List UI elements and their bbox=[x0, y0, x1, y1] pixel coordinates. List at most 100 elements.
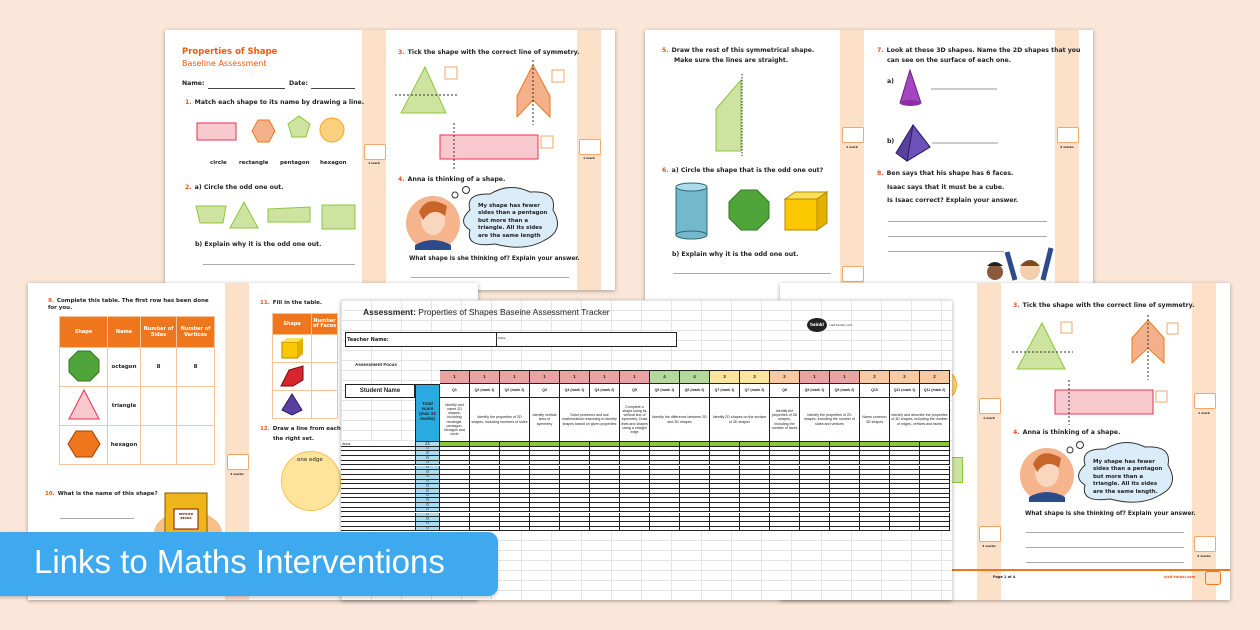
score-cell[interactable] bbox=[650, 498, 680, 504]
score-cell[interactable] bbox=[860, 460, 890, 466]
score-cell[interactable] bbox=[620, 517, 650, 522]
score-cell[interactable] bbox=[530, 512, 560, 518]
score-cell[interactable] bbox=[770, 451, 800, 457]
score-cell[interactable] bbox=[650, 512, 680, 518]
score-cell[interactable] bbox=[440, 479, 470, 485]
score-cell[interactable] bbox=[590, 474, 620, 480]
score-cell[interactable] bbox=[620, 484, 650, 489]
score-cell[interactable] bbox=[920, 489, 950, 494]
score-cell[interactable] bbox=[800, 512, 830, 518]
score-cell[interactable] bbox=[590, 489, 620, 494]
score-cell[interactable] bbox=[470, 526, 500, 532]
score-cell[interactable] bbox=[590, 517, 620, 522]
cell[interactable] bbox=[176, 386, 215, 426]
score-cell[interactable] bbox=[530, 460, 560, 466]
mark-box[interactable] bbox=[1194, 536, 1216, 552]
mark-box[interactable] bbox=[1057, 127, 1079, 143]
score-cell[interactable] bbox=[830, 451, 860, 457]
student-name-cell[interactable] bbox=[341, 456, 415, 461]
score-cell[interactable] bbox=[770, 456, 800, 461]
score-cell[interactable] bbox=[440, 489, 470, 494]
score-cell[interactable] bbox=[800, 493, 830, 499]
score-cell[interactable] bbox=[770, 517, 800, 522]
score-cell[interactable] bbox=[920, 507, 950, 513]
score-cell[interactable] bbox=[710, 489, 740, 494]
score-cell[interactable] bbox=[680, 507, 710, 513]
score-cell[interactable] bbox=[680, 484, 710, 489]
score-cell[interactable] bbox=[620, 465, 650, 471]
score-cell[interactable] bbox=[830, 493, 860, 499]
score-cell[interactable] bbox=[710, 470, 740, 475]
score-cell[interactable] bbox=[920, 503, 950, 508]
score-cell[interactable] bbox=[530, 474, 560, 480]
score-cell[interactable] bbox=[500, 517, 530, 522]
student-name-cell[interactable] bbox=[341, 512, 415, 518]
score-cell[interactable] bbox=[530, 484, 560, 489]
score-cell[interactable] bbox=[860, 465, 890, 471]
student-name-cell[interactable] bbox=[341, 474, 415, 480]
date-field[interactable]: Date: bbox=[497, 332, 677, 347]
score-cell[interactable] bbox=[530, 479, 560, 485]
score-cell[interactable] bbox=[740, 489, 770, 494]
score-cell[interactable] bbox=[710, 503, 740, 508]
score-cell[interactable] bbox=[440, 474, 470, 480]
score-cell[interactable] bbox=[620, 493, 650, 499]
score-cell[interactable] bbox=[680, 446, 710, 452]
score-cell[interactable] bbox=[470, 465, 500, 471]
score-cell[interactable] bbox=[530, 456, 560, 461]
score-cell[interactable] bbox=[890, 460, 920, 466]
score-cell[interactable] bbox=[680, 451, 710, 457]
score-cell[interactable] bbox=[530, 521, 560, 527]
score-cell[interactable] bbox=[740, 446, 770, 452]
score-cell[interactable] bbox=[800, 460, 830, 466]
score-cell[interactable] bbox=[890, 498, 920, 504]
answer-line[interactable] bbox=[1026, 562, 1184, 563]
score-cell[interactable] bbox=[710, 517, 740, 522]
score-cell[interactable] bbox=[920, 479, 950, 485]
score-cell[interactable] bbox=[890, 507, 920, 513]
score-cell[interactable] bbox=[530, 498, 560, 504]
score-cell[interactable] bbox=[800, 489, 830, 494]
mark-box[interactable] bbox=[842, 127, 864, 143]
student-name-cell[interactable] bbox=[341, 507, 415, 513]
score-cell[interactable] bbox=[890, 512, 920, 518]
score-cell[interactable] bbox=[830, 470, 860, 475]
score-cell[interactable] bbox=[890, 526, 920, 532]
score-cell[interactable] bbox=[440, 470, 470, 475]
score-cell[interactable] bbox=[680, 442, 710, 447]
score-cell[interactable] bbox=[710, 456, 740, 461]
set-circle-one-edge[interactable] bbox=[281, 451, 341, 511]
score-cell[interactable] bbox=[860, 517, 890, 522]
score-cell[interactable] bbox=[830, 460, 860, 466]
score-cell[interactable] bbox=[740, 526, 770, 532]
score-cell[interactable] bbox=[740, 442, 770, 447]
score-cell[interactable] bbox=[800, 474, 830, 480]
score-cell[interactable] bbox=[770, 484, 800, 489]
score-cell[interactable] bbox=[560, 498, 590, 504]
score-cell[interactable] bbox=[680, 489, 710, 494]
score-cell[interactable] bbox=[740, 507, 770, 513]
score-cell[interactable] bbox=[590, 526, 620, 532]
score-cell[interactable] bbox=[920, 498, 950, 504]
cell[interactable] bbox=[311, 362, 338, 391]
score-cell[interactable] bbox=[500, 493, 530, 499]
score-cell[interactable] bbox=[860, 442, 890, 447]
student-name-cell[interactable] bbox=[341, 489, 415, 494]
score-cell[interactable] bbox=[440, 442, 470, 447]
score-cell[interactable] bbox=[680, 460, 710, 466]
score-cell[interactable] bbox=[530, 507, 560, 513]
score-cell[interactable] bbox=[860, 470, 890, 475]
score-cell[interactable] bbox=[680, 521, 710, 527]
student-name-cell[interactable] bbox=[341, 479, 415, 485]
score-cell[interactable] bbox=[650, 484, 680, 489]
student-name-cell[interactable] bbox=[341, 460, 415, 466]
score-cell[interactable] bbox=[890, 465, 920, 471]
score-cell[interactable] bbox=[890, 521, 920, 527]
score-cell[interactable] bbox=[860, 503, 890, 508]
score-cell[interactable] bbox=[500, 460, 530, 466]
score-cell[interactable] bbox=[590, 493, 620, 499]
score-cell[interactable] bbox=[860, 451, 890, 457]
score-cell[interactable] bbox=[650, 456, 680, 461]
score-cell[interactable] bbox=[530, 442, 560, 447]
score-cell[interactable] bbox=[710, 484, 740, 489]
